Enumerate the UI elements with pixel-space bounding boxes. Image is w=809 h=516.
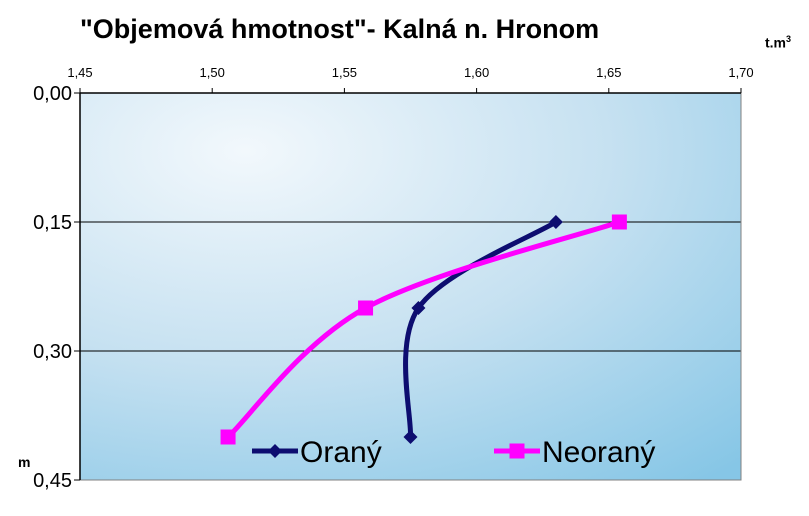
x-tick-label: 1,50	[200, 65, 225, 80]
data-point-diamond	[403, 430, 418, 444]
legend-label: Neoraný	[542, 436, 655, 469]
legend-label: Oraný	[300, 436, 382, 469]
y-unit-label: m	[18, 454, 31, 470]
data-point-square	[220, 429, 236, 445]
x-tick-label: 1,45	[67, 65, 92, 80]
legend-marker	[509, 443, 525, 459]
x-unit-superscript: 3	[786, 34, 792, 44]
x-tick-label: 1,55	[332, 65, 357, 80]
chart-title: "Objemová hmotnost"- Kalná n. Hronom	[80, 14, 600, 44]
x-tick-label: 1,60	[464, 65, 489, 80]
data-point-square	[358, 300, 374, 316]
x-tick-label: 1,70	[728, 65, 753, 80]
x-unit-text: t.m	[765, 34, 786, 51]
legend-marker	[268, 444, 282, 458]
data-point-square	[611, 214, 627, 230]
y-tick-label: 0,30	[33, 341, 72, 363]
data-point-diamond	[411, 301, 426, 315]
y-tick-label: 0,45	[33, 470, 72, 492]
y-tick-label: 0,15	[33, 212, 72, 234]
x-tick-label: 1,65	[596, 65, 621, 80]
data-point-diamond	[548, 215, 563, 229]
x-unit-label: t.m3	[765, 34, 791, 51]
y-tick-label: 0,00	[33, 83, 72, 105]
